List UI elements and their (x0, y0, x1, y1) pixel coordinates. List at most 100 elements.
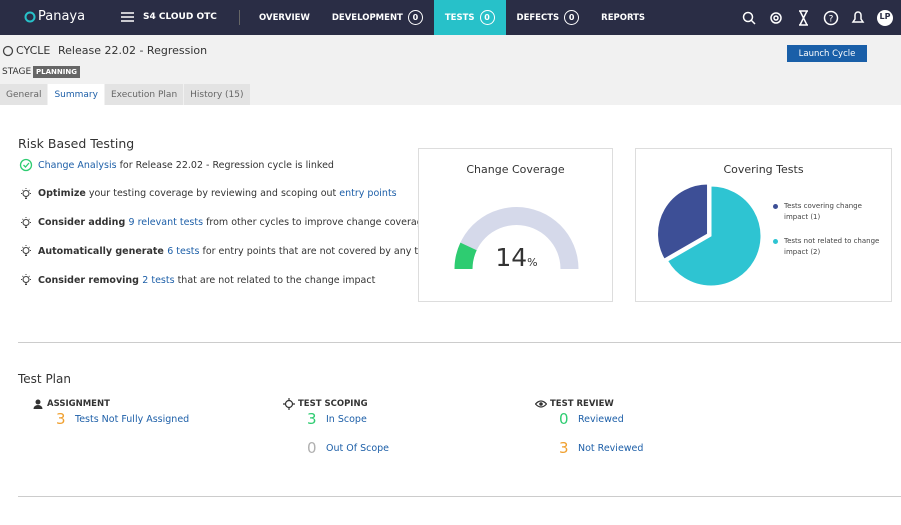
plan-group-label: TEST SCOPING (298, 399, 368, 409)
logo: Panaya (38, 9, 86, 24)
risk-item: Optimize your testing coverage by review… (19, 187, 397, 201)
nav-tab[interactable]: DEVELOPMENT 0 (321, 0, 434, 35)
cycle-label: CYCLE (16, 44, 51, 57)
risk-icon (21, 274, 31, 286)
plan-item: 3 In Scope (307, 410, 367, 428)
menu-icon[interactable] (121, 11, 134, 23)
nav-icons: ? (742, 10, 893, 26)
legend-label: Tests covering change impact (1) (784, 202, 862, 221)
risk-text: your testing coverage by reviewing and s… (85, 188, 340, 200)
svg-text:?: ? (829, 15, 834, 25)
top-nav: Panaya S4 CLOUD OTC OVERVIEW DEVELOPMENT 0… (0, 0, 901, 35)
logo-icon (24, 11, 36, 23)
plan-group-icon (33, 399, 43, 409)
project[interactable]: S4 CLOUD OTC (143, 12, 217, 22)
risk-text: for Release 22.02 - Regression cycle is … (116, 159, 334, 171)
risk-text[interactable]: 9 relevant tests (128, 217, 204, 229)
plan-group-title: TEST REVIEW (535, 398, 614, 410)
plan-label[interactable]: Not Reviewed (578, 442, 644, 454)
plan-count: 3 (56, 410, 66, 428)
risk-item: Consider removing 2 tests that are not r… (19, 273, 375, 287)
plan-label[interactable]: Out Of Scope (326, 442, 390, 454)
coverage-value-wrap: 14% (419, 243, 614, 272)
risk-icon (21, 187, 31, 199)
risk-text[interactable]: 2 tests (142, 274, 175, 286)
sub-tab[interactable]: Execution Plan (104, 84, 184, 105)
nav-tab[interactable]: DEFECTS 0 (506, 0, 591, 35)
plan-item: 3 Tests Not Fully Assigned (56, 410, 189, 428)
risk-item: Automatically generate 6 tests for entry… (19, 244, 433, 258)
sub-tab[interactable]: General (0, 84, 48, 105)
coverage-value: 14 (495, 243, 528, 272)
nav-tab-label: REPORTS (601, 12, 646, 23)
cycle-name: Release 22.02 - Regression (58, 44, 208, 57)
nav-tab-count: 0 (564, 10, 580, 25)
risk-icon (21, 245, 31, 257)
nav-tab[interactable]: REPORTS (590, 0, 656, 35)
covering-card: Covering Tests Tests covering change imp… (635, 148, 892, 302)
pie-slice (667, 185, 762, 287)
legend-dot (773, 239, 778, 244)
plan-count: 3 (559, 439, 569, 457)
nav-tab-count: 0 (407, 10, 423, 25)
plan-label[interactable]: Reviewed (578, 413, 624, 425)
plan-group-icon (283, 398, 295, 410)
plan-item: 3 Not Reviewed (559, 439, 643, 457)
plan-group-label: TEST REVIEW (550, 399, 614, 409)
nav-tabs: OVERVIEW DEVELOPMENT 0 TESTS 0 DEFECTS 0 REPORT… (248, 0, 656, 35)
risk-text[interactable]: entry points (339, 188, 397, 200)
plan-group-title: ASSIGNMENT (32, 398, 110, 410)
risk-item: Consider adding 9 relevant tests from ot… (19, 216, 429, 230)
sub-tab[interactable]: History (15) (184, 84, 250, 105)
plan-count: 3 (307, 410, 317, 428)
nav-tab[interactable]: TESTS 0 (433, 0, 506, 35)
nav-tab-label: DEVELOPMENT (331, 12, 403, 23)
plan-label[interactable]: Tests Not Fully Assigned (75, 413, 190, 425)
covering-title: Covering Tests (723, 163, 804, 176)
gauge-fill (454, 242, 477, 269)
gauge-track (454, 207, 579, 269)
legend-item: Tests not related to change impact (2) (773, 236, 888, 258)
nav-tab-count: 0 (479, 10, 495, 25)
nav-tab[interactable]: OVERVIEW (248, 0, 321, 35)
risk-text: Automatically generate (38, 245, 168, 257)
coverage-title: Change Coverage (466, 163, 565, 176)
user-avatar[interactable]: LP (879, 12, 891, 21)
launch-button[interactable]: Launch Cycle (787, 45, 867, 62)
risk-text[interactable]: Change Analysis (38, 159, 117, 171)
risk-text: for entry points that are not covered by… (199, 245, 433, 257)
risk-text: Consider removing (38, 274, 143, 286)
plan-count: 0 (307, 439, 317, 457)
legend-label: Tests not related to change impact (2) (784, 237, 880, 256)
plan-item: 0 Out Of Scope (307, 439, 389, 457)
risk-title: Risk Based Testing (18, 136, 135, 151)
plan-label[interactable]: In Scope (326, 413, 367, 425)
coverage-card: Change Coverage 14% (418, 148, 613, 302)
plan-group-title: TEST SCOPING (283, 398, 368, 410)
legend-item: Tests covering change impact (1) (773, 201, 888, 223)
gauge (454, 207, 579, 269)
sub-tabs: General Summary Execution Plan History (15) (0, 84, 251, 105)
risk-icon (21, 216, 31, 228)
risk-text[interactable]: 6 tests (167, 245, 200, 257)
risk-text: that are not related to the change impac… (174, 274, 376, 286)
risk-text: Consider adding (38, 217, 129, 229)
plan-title: Test Plan (18, 372, 71, 386)
risk-text: from other cycles to improve change cove… (203, 217, 429, 229)
cycle-header: CYCLE Release 22.02 - Regression STAGE P… (0, 35, 901, 105)
nav-tab-label: DEFECTS (516, 12, 560, 23)
stage-badge: PLANNING (33, 66, 80, 78)
pie (657, 183, 762, 287)
sub-tab[interactable]: Summary (48, 84, 104, 105)
plan-group-icon (535, 400, 547, 408)
stage-label: STAGE (2, 67, 32, 77)
risk-item: Change Analysis for Release 22.02 - Regr… (19, 158, 334, 172)
risk-icon (19, 158, 33, 172)
plan-item: 0 Reviewed (559, 410, 624, 428)
plan-count: 0 (559, 410, 569, 428)
coverage-unit: % (527, 256, 538, 269)
risk-text: Optimize (38, 188, 86, 200)
legend-dot (773, 204, 778, 209)
nav-tab-label: TESTS (444, 12, 475, 23)
